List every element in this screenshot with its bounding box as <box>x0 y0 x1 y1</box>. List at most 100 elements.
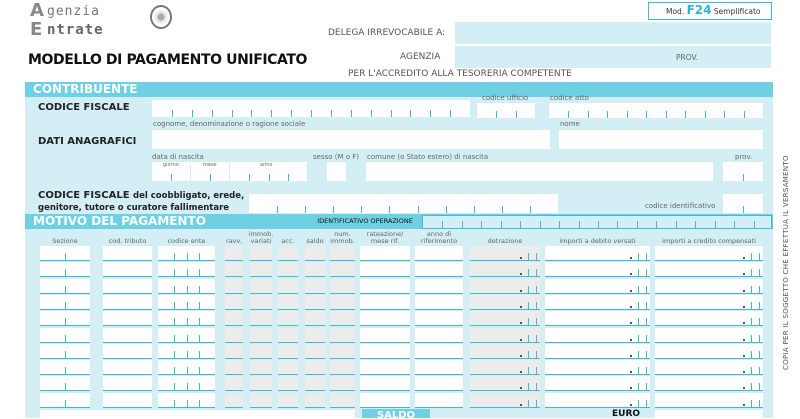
cell-num-immob[interactable] <box>330 327 355 343</box>
cell-saldo[interactable] <box>305 246 325 261</box>
cell-immob-variati[interactable] <box>250 376 272 392</box>
cell-detrazione[interactable] <box>470 294 540 310</box>
cell-ravv[interactable] <box>225 343 243 359</box>
cell-acc[interactable] <box>278 294 298 310</box>
cell-importi-debito[interactable] <box>545 360 650 376</box>
cell-saldo[interactable] <box>305 294 325 310</box>
cell-num-immob[interactable] <box>330 311 355 327</box>
cell-codice-ente[interactable] <box>158 392 215 408</box>
cell-cod-tributo[interactable] <box>103 262 152 278</box>
cell-cod-tributo[interactable] <box>103 343 152 359</box>
cell-rateazione[interactable] <box>360 376 410 392</box>
cell-importi-debito[interactable] <box>545 343 650 359</box>
cell-importi-credito[interactable] <box>655 294 763 310</box>
codice-identificativo-field[interactable] <box>723 194 763 213</box>
cf-coobbligato-field[interactable] <box>249 194 558 213</box>
cell-rateazione[interactable] <box>360 343 410 359</box>
cell-acc[interactable] <box>278 311 298 327</box>
cell-importi-credito[interactable] <box>655 392 763 408</box>
cell-cod-tributo[interactable] <box>103 376 152 392</box>
cell-importi-debito[interactable] <box>545 246 650 261</box>
cell-sezione[interactable] <box>40 311 90 327</box>
cell-num-immob[interactable] <box>330 246 355 261</box>
cell-ravv[interactable] <box>225 294 243 310</box>
cell-sezione[interactable] <box>40 262 90 278</box>
cell-cod-tributo[interactable] <box>103 311 152 327</box>
cell-importi-credito[interactable] <box>655 376 763 392</box>
cell-rateazione[interactable] <box>360 294 410 310</box>
cell-acc[interactable] <box>278 246 298 261</box>
giorno-field[interactable] <box>152 162 190 181</box>
cell-anno-riferimento[interactable] <box>415 262 463 278</box>
cell-ravv[interactable] <box>225 327 243 343</box>
cell-importi-credito[interactable] <box>655 246 763 261</box>
cell-anno-riferimento[interactable] <box>415 294 463 310</box>
comune-field[interactable] <box>366 162 713 181</box>
codice-fiscale-field[interactable] <box>152 100 470 117</box>
cell-importi-credito[interactable] <box>655 327 763 343</box>
cell-immob-variati[interactable] <box>250 392 272 408</box>
cell-sezione[interactable] <box>40 376 90 392</box>
cell-immob-variati[interactable] <box>250 360 272 376</box>
nome-field[interactable] <box>559 130 763 149</box>
cell-rateazione[interactable] <box>360 246 410 261</box>
cognome-field[interactable] <box>152 130 550 149</box>
cell-num-immob[interactable] <box>330 262 355 278</box>
cell-sezione[interactable] <box>40 246 90 261</box>
cell-importi-debito[interactable] <box>545 262 650 278</box>
cell-cod-tributo[interactable] <box>103 360 152 376</box>
cell-sezione[interactable] <box>40 343 90 359</box>
cell-detrazione[interactable] <box>470 278 540 294</box>
cell-detrazione[interactable] <box>470 343 540 359</box>
cell-anno-riferimento[interactable] <box>415 311 463 327</box>
cell-acc[interactable] <box>278 278 298 294</box>
cell-detrazione[interactable] <box>470 246 540 261</box>
cell-acc[interactable] <box>278 360 298 376</box>
saldo-total-field[interactable] <box>655 410 763 418</box>
cell-num-immob[interactable] <box>330 360 355 376</box>
cell-importi-debito[interactable] <box>545 278 650 294</box>
cell-anno-riferimento[interactable] <box>415 376 463 392</box>
cell-acc[interactable] <box>278 376 298 392</box>
cell-immob-variati[interactable] <box>250 294 272 310</box>
cell-importi-credito[interactable] <box>655 262 763 278</box>
cell-codice-ente[interactable] <box>158 311 215 327</box>
sesso-field[interactable] <box>327 162 346 181</box>
cell-sezione[interactable] <box>40 278 90 294</box>
cell-anno-riferimento[interactable] <box>415 360 463 376</box>
identificativo-operazione-field[interactable] <box>422 215 772 229</box>
cell-immob-variati[interactable] <box>250 262 272 278</box>
cell-importi-debito[interactable] <box>545 392 650 408</box>
cell-importi-debito[interactable] <box>545 294 650 310</box>
cell-num-immob[interactable] <box>330 343 355 359</box>
cell-anno-riferimento[interactable] <box>415 278 463 294</box>
cell-ravv[interactable] <box>225 376 243 392</box>
cell-ravv[interactable] <box>225 311 243 327</box>
cell-sezione[interactable] <box>40 360 90 376</box>
codice-ufficio-field[interactable] <box>477 103 535 118</box>
cell-saldo[interactable] <box>305 327 325 343</box>
cell-importi-credito[interactable] <box>655 311 763 327</box>
cell-saldo[interactable] <box>305 343 325 359</box>
cell-codice-ente[interactable] <box>158 343 215 359</box>
cell-importi-debito[interactable] <box>545 311 650 327</box>
cell-num-immob[interactable] <box>330 278 355 294</box>
cell-rateazione[interactable] <box>360 360 410 376</box>
cell-detrazione[interactable] <box>470 262 540 278</box>
cell-immob-variati[interactable] <box>250 246 272 261</box>
cell-rateazione[interactable] <box>360 311 410 327</box>
prov-nascita-field[interactable] <box>723 162 763 181</box>
cell-detrazione[interactable] <box>470 311 540 327</box>
cell-sezione[interactable] <box>40 392 90 408</box>
cell-anno-riferimento[interactable] <box>415 343 463 359</box>
cell-codice-ente[interactable] <box>158 376 215 392</box>
cell-importi-debito[interactable] <box>545 327 650 343</box>
cell-sezione[interactable] <box>40 294 90 310</box>
cell-detrazione[interactable] <box>470 327 540 343</box>
cell-immob-variati[interactable] <box>250 311 272 327</box>
cell-anno-riferimento[interactable] <box>415 246 463 261</box>
cell-cod-tributo[interactable] <box>103 294 152 310</box>
cell-importi-debito[interactable] <box>545 376 650 392</box>
cell-codice-ente[interactable] <box>158 262 215 278</box>
cell-num-immob[interactable] <box>330 294 355 310</box>
